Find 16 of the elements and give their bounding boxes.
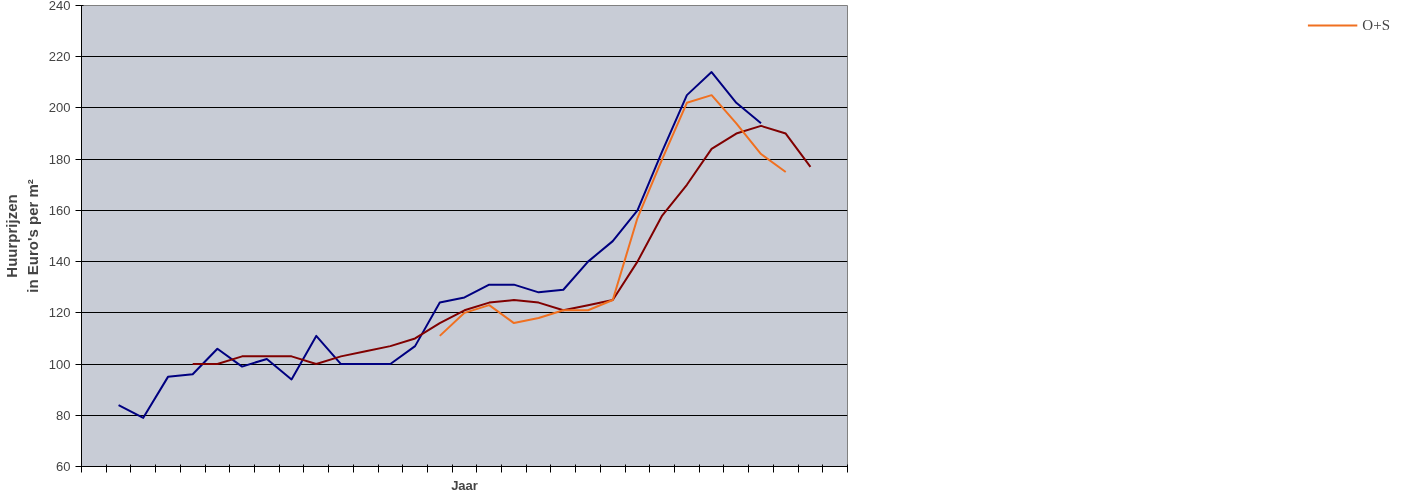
legend-label: O+S <box>1362 16 1390 34</box>
y-tick-label: 100 <box>48 356 71 372</box>
y-tick-label: 200 <box>48 100 71 116</box>
y-axis-title: Huurprijzen in Euro's per m² <box>3 179 41 293</box>
y-tick-label: 220 <box>48 49 71 65</box>
line-series <box>438 94 787 337</box>
y-tick-label: 60 <box>56 459 71 474</box>
y-tick-label: 80 <box>56 407 71 423</box>
y-tick-label: 140 <box>48 254 71 270</box>
y-tick-label: 240 <box>48 0 71 13</box>
line-series <box>191 124 812 366</box>
y-tick-label: 120 <box>48 305 71 321</box>
y-tick-label: 180 <box>48 151 71 167</box>
y-tick-label: 160 <box>48 202 71 218</box>
line-series <box>117 71 763 419</box>
x-axis-title: Jaar <box>451 477 478 493</box>
